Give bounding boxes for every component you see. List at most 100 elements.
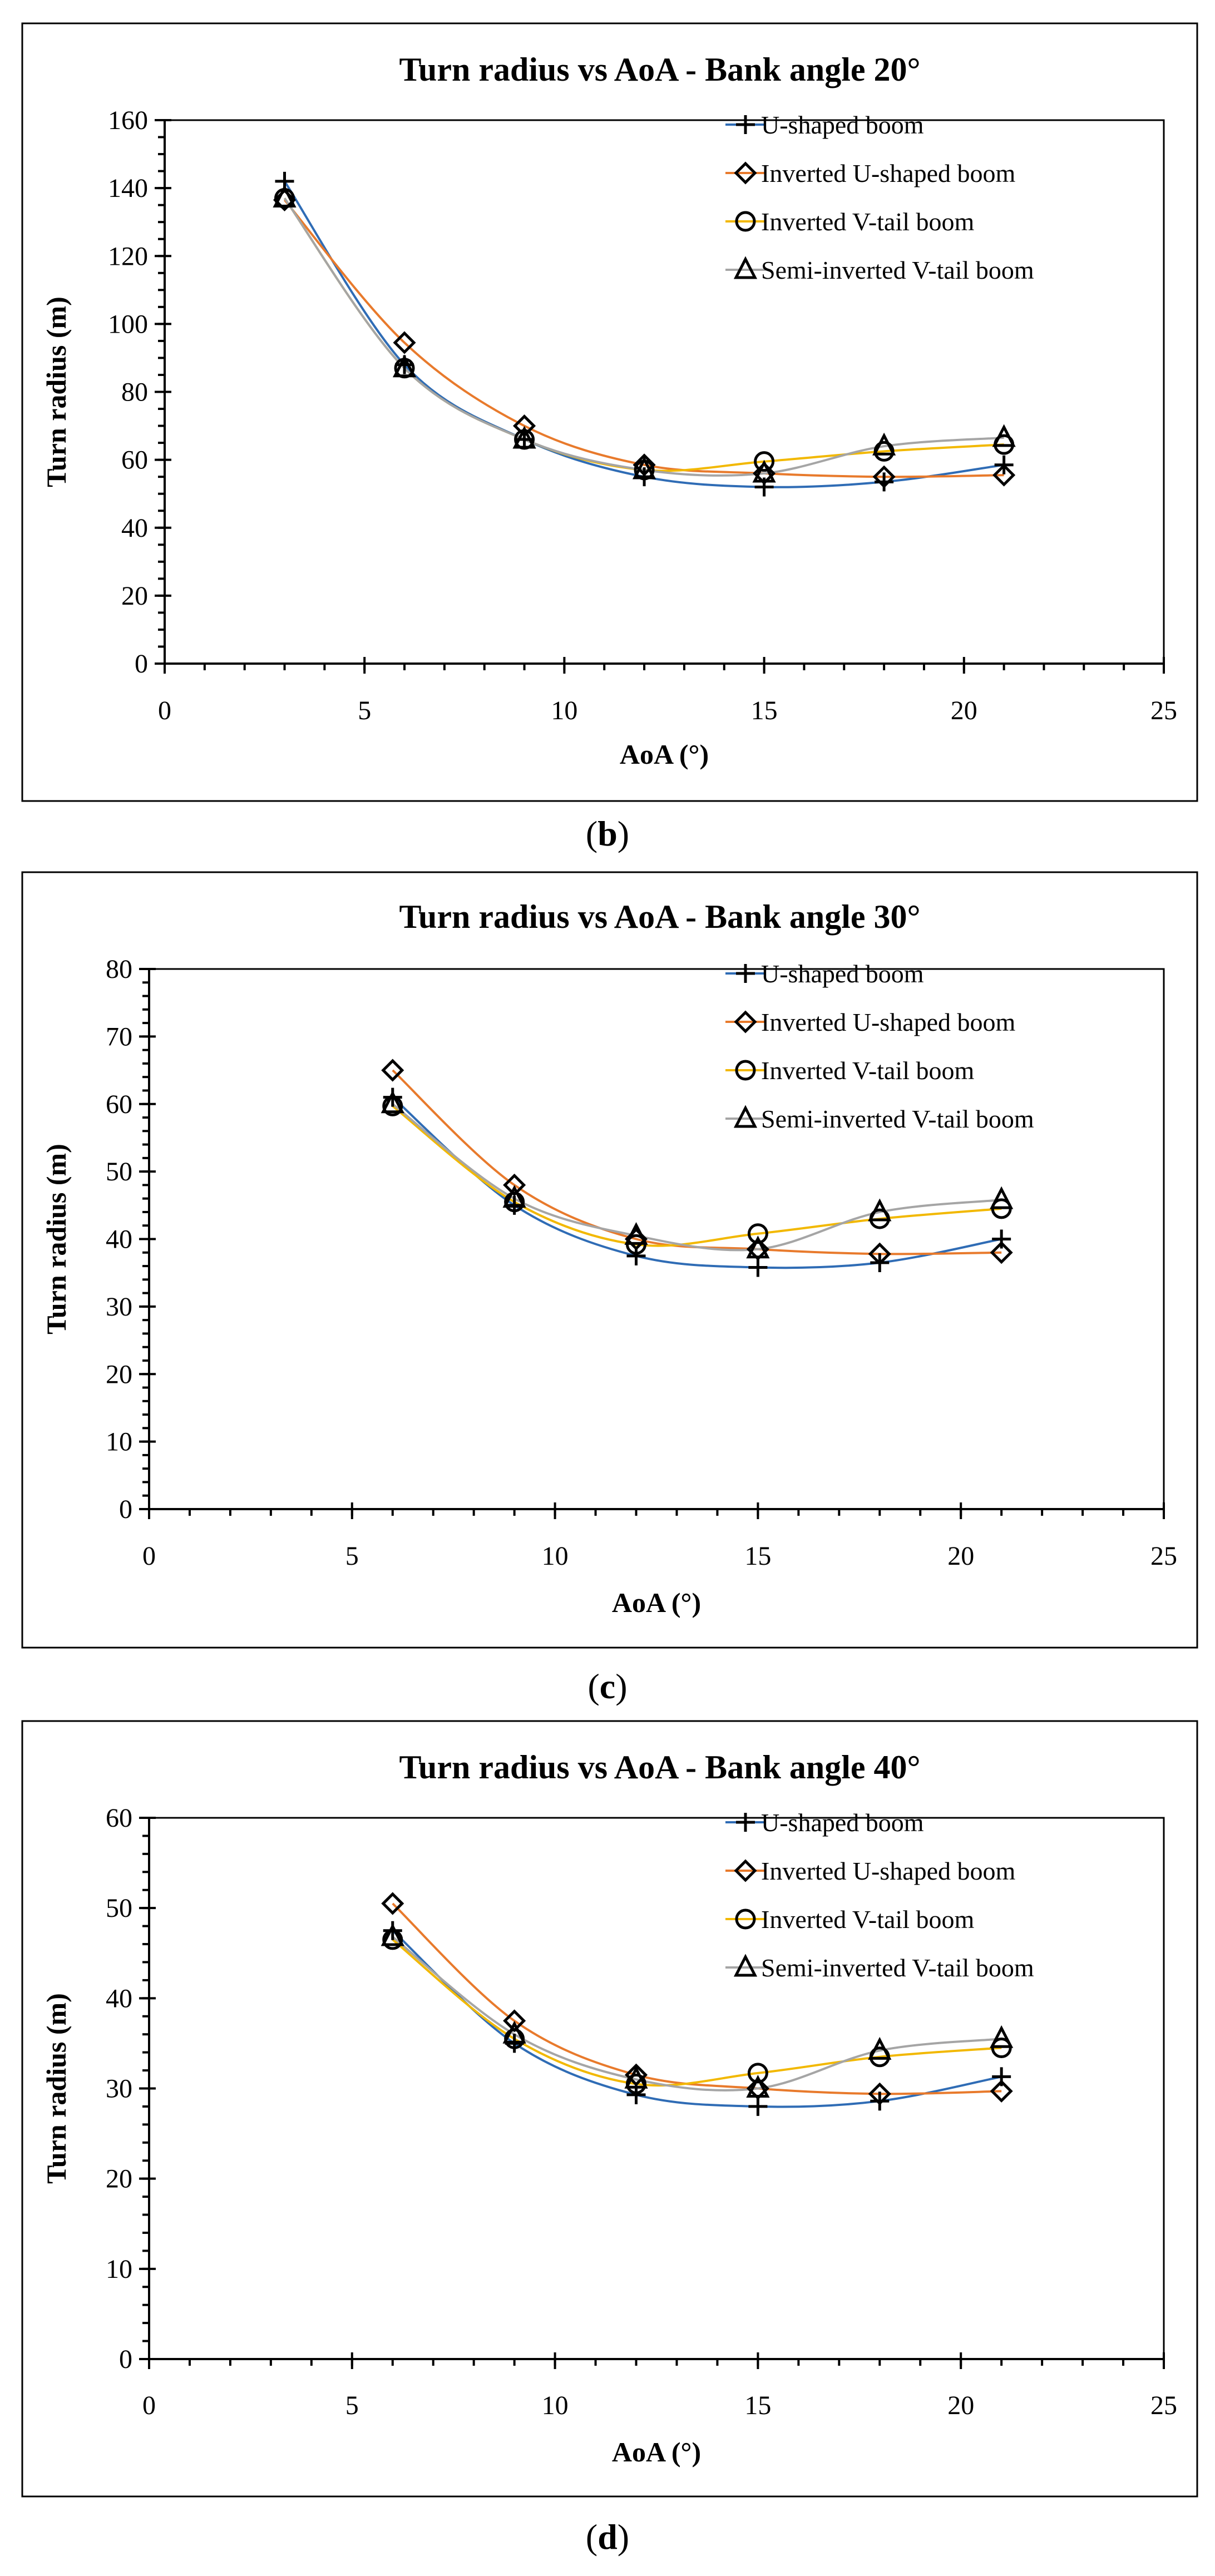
x-tick-label: 20: [947, 2391, 974, 2420]
y-tick-label: 10: [106, 1427, 132, 1457]
legend-entry-4: Semi-inverted V-tail boom: [725, 1105, 1034, 1133]
data-point: [393, 331, 416, 354]
y-tick-label: 30: [106, 1292, 132, 1322]
data-point: [273, 184, 297, 207]
data-point: [381, 1892, 404, 1915]
chart-title: Turn radius vs AoA - Bank angle 30°: [399, 898, 920, 935]
data-point: [746, 1235, 770, 1259]
data-point: [382, 1929, 403, 1950]
x-axis-title: AoA (°): [612, 2436, 701, 2468]
x-tick-label: 25: [1150, 2391, 1177, 2420]
y-tick-label: 60: [121, 446, 148, 475]
chart-panel-b: 0 5 10 15 20 25 0 20 40 60 80 100 120 140 160 Turn radi…: [21, 22, 1198, 802]
legend-entry-2: Inverted U-shaped boom: [725, 1008, 1016, 1036]
y-tick-label: 10: [106, 2254, 132, 2284]
legend-label: Inverted U-shaped boom: [761, 159, 1016, 187]
data-point: [746, 2075, 770, 2098]
data-point: [990, 2079, 1013, 2103]
data-point: [624, 2063, 648, 2086]
x-tick-label: 10: [551, 696, 577, 725]
series-line-4: [283, 197, 1004, 477]
y-tick-label: 20: [106, 2164, 132, 2194]
legend-marker: [735, 211, 756, 232]
legend-label: Inverted V-tail boom: [761, 1905, 974, 1934]
y-tick-label: 100: [108, 309, 148, 339]
data-point: [990, 2025, 1014, 2048]
legend-entry-3: Inverted V-tail boom: [725, 1056, 974, 1085]
legend-entry-1: U-shaped boom: [725, 1808, 924, 1837]
data-point: [381, 1059, 404, 1082]
x-tick-label: 5: [358, 696, 371, 725]
data-point: [872, 432, 896, 456]
y-tick-label: 50: [106, 1157, 132, 1186]
y-tick-label: 80: [106, 955, 132, 984]
data-point: [992, 463, 1016, 487]
data-point: [868, 2082, 891, 2105]
data-point: [868, 1198, 892, 1222]
x-tick-label: 0: [158, 696, 171, 725]
data-point: [273, 188, 297, 212]
panel-frame: [21, 1720, 1198, 2498]
panel-frame: [21, 871, 1198, 1649]
x-axis-title: AoA (°): [612, 1587, 701, 1618]
data-point: [392, 354, 417, 378]
data-point: [633, 453, 656, 477]
y-axis-title: Turn radius (m): [41, 296, 72, 487]
x-tick-label: 20: [951, 696, 977, 725]
x-tick-label: 25: [1150, 1541, 1177, 1571]
data-point: [754, 451, 775, 472]
legend-label: U-shaped boom: [761, 1808, 924, 1837]
chart-panel-d: 0 5 10 15 20 25 0 10 20 30 40 50 60 Turn radius vs Ao…: [21, 1720, 1198, 2498]
data-point: [747, 2063, 768, 2084]
data-point: [747, 1223, 768, 1244]
legend-marker: [735, 1908, 756, 1930]
x-tick-label: 0: [142, 2391, 156, 2420]
series-line-1: [392, 1930, 1002, 2108]
data-point: [992, 1229, 1011, 1249]
legend-entry-2: Inverted U-shaped boom: [725, 159, 1016, 187]
legend-marker: [736, 115, 755, 134]
data-point: [513, 414, 536, 438]
legend-marker: [736, 1813, 755, 1832]
legend-label: Inverted V-tail boom: [761, 1056, 974, 1085]
y-tick-label: 20: [106, 1359, 132, 1389]
legend-marker: [734, 1010, 757, 1034]
legend-marker: [735, 1060, 756, 1081]
data-point: [746, 2076, 769, 2100]
x-tick-label: 15: [744, 2391, 771, 2420]
legend-marker: [734, 1859, 757, 1882]
series-markers-4: [273, 184, 1016, 483]
panel-frame: [21, 22, 1198, 802]
data-point: [502, 2020, 526, 2044]
data-point: [872, 465, 896, 488]
legend-entry-1: U-shaped boom: [725, 111, 924, 139]
legend-label: U-shaped boom: [761, 111, 924, 139]
legend-label: Semi-inverted V-tail boom: [761, 1105, 1034, 1133]
x-tick-label: 25: [1150, 696, 1177, 725]
x-tick-label: 20: [947, 1541, 974, 1571]
chart-panel-c: 0 5 10 15 20 25 0 10 20 30 40 50 60 70 80 Turn radius v…: [21, 871, 1198, 1649]
legend-marker: [733, 256, 758, 279]
data-point: [748, 2097, 768, 2116]
x-axis-title: AoA (°): [620, 739, 709, 770]
y-tick-label: 40: [106, 1984, 132, 2013]
y-tick-label: 80: [121, 378, 148, 407]
legend-entry-1: U-shaped boom: [725, 960, 924, 988]
legend-entry-3: Inverted V-tail boom: [725, 1905, 974, 1934]
data-point: [624, 1222, 648, 1245]
data-point: [748, 1258, 768, 1277]
data-point: [382, 1095, 403, 1116]
series-line-3: [392, 1939, 1002, 2087]
y-axis-title: Turn radius (m): [41, 1993, 72, 2184]
y-tick-label: 0: [119, 1495, 132, 1524]
y-tick-label: 20: [121, 581, 148, 611]
series-markers-4: [381, 1090, 1014, 1259]
y-tick-label: 30: [106, 2074, 132, 2104]
legend-marker: [733, 1105, 758, 1128]
x-tick-label: 0: [142, 1541, 156, 1571]
data-point: [753, 462, 776, 485]
legend-entry-4: Semi-inverted V-tail boom: [725, 1954, 1034, 1982]
y-tick-label: 140: [108, 174, 148, 203]
data-point: [992, 424, 1016, 447]
